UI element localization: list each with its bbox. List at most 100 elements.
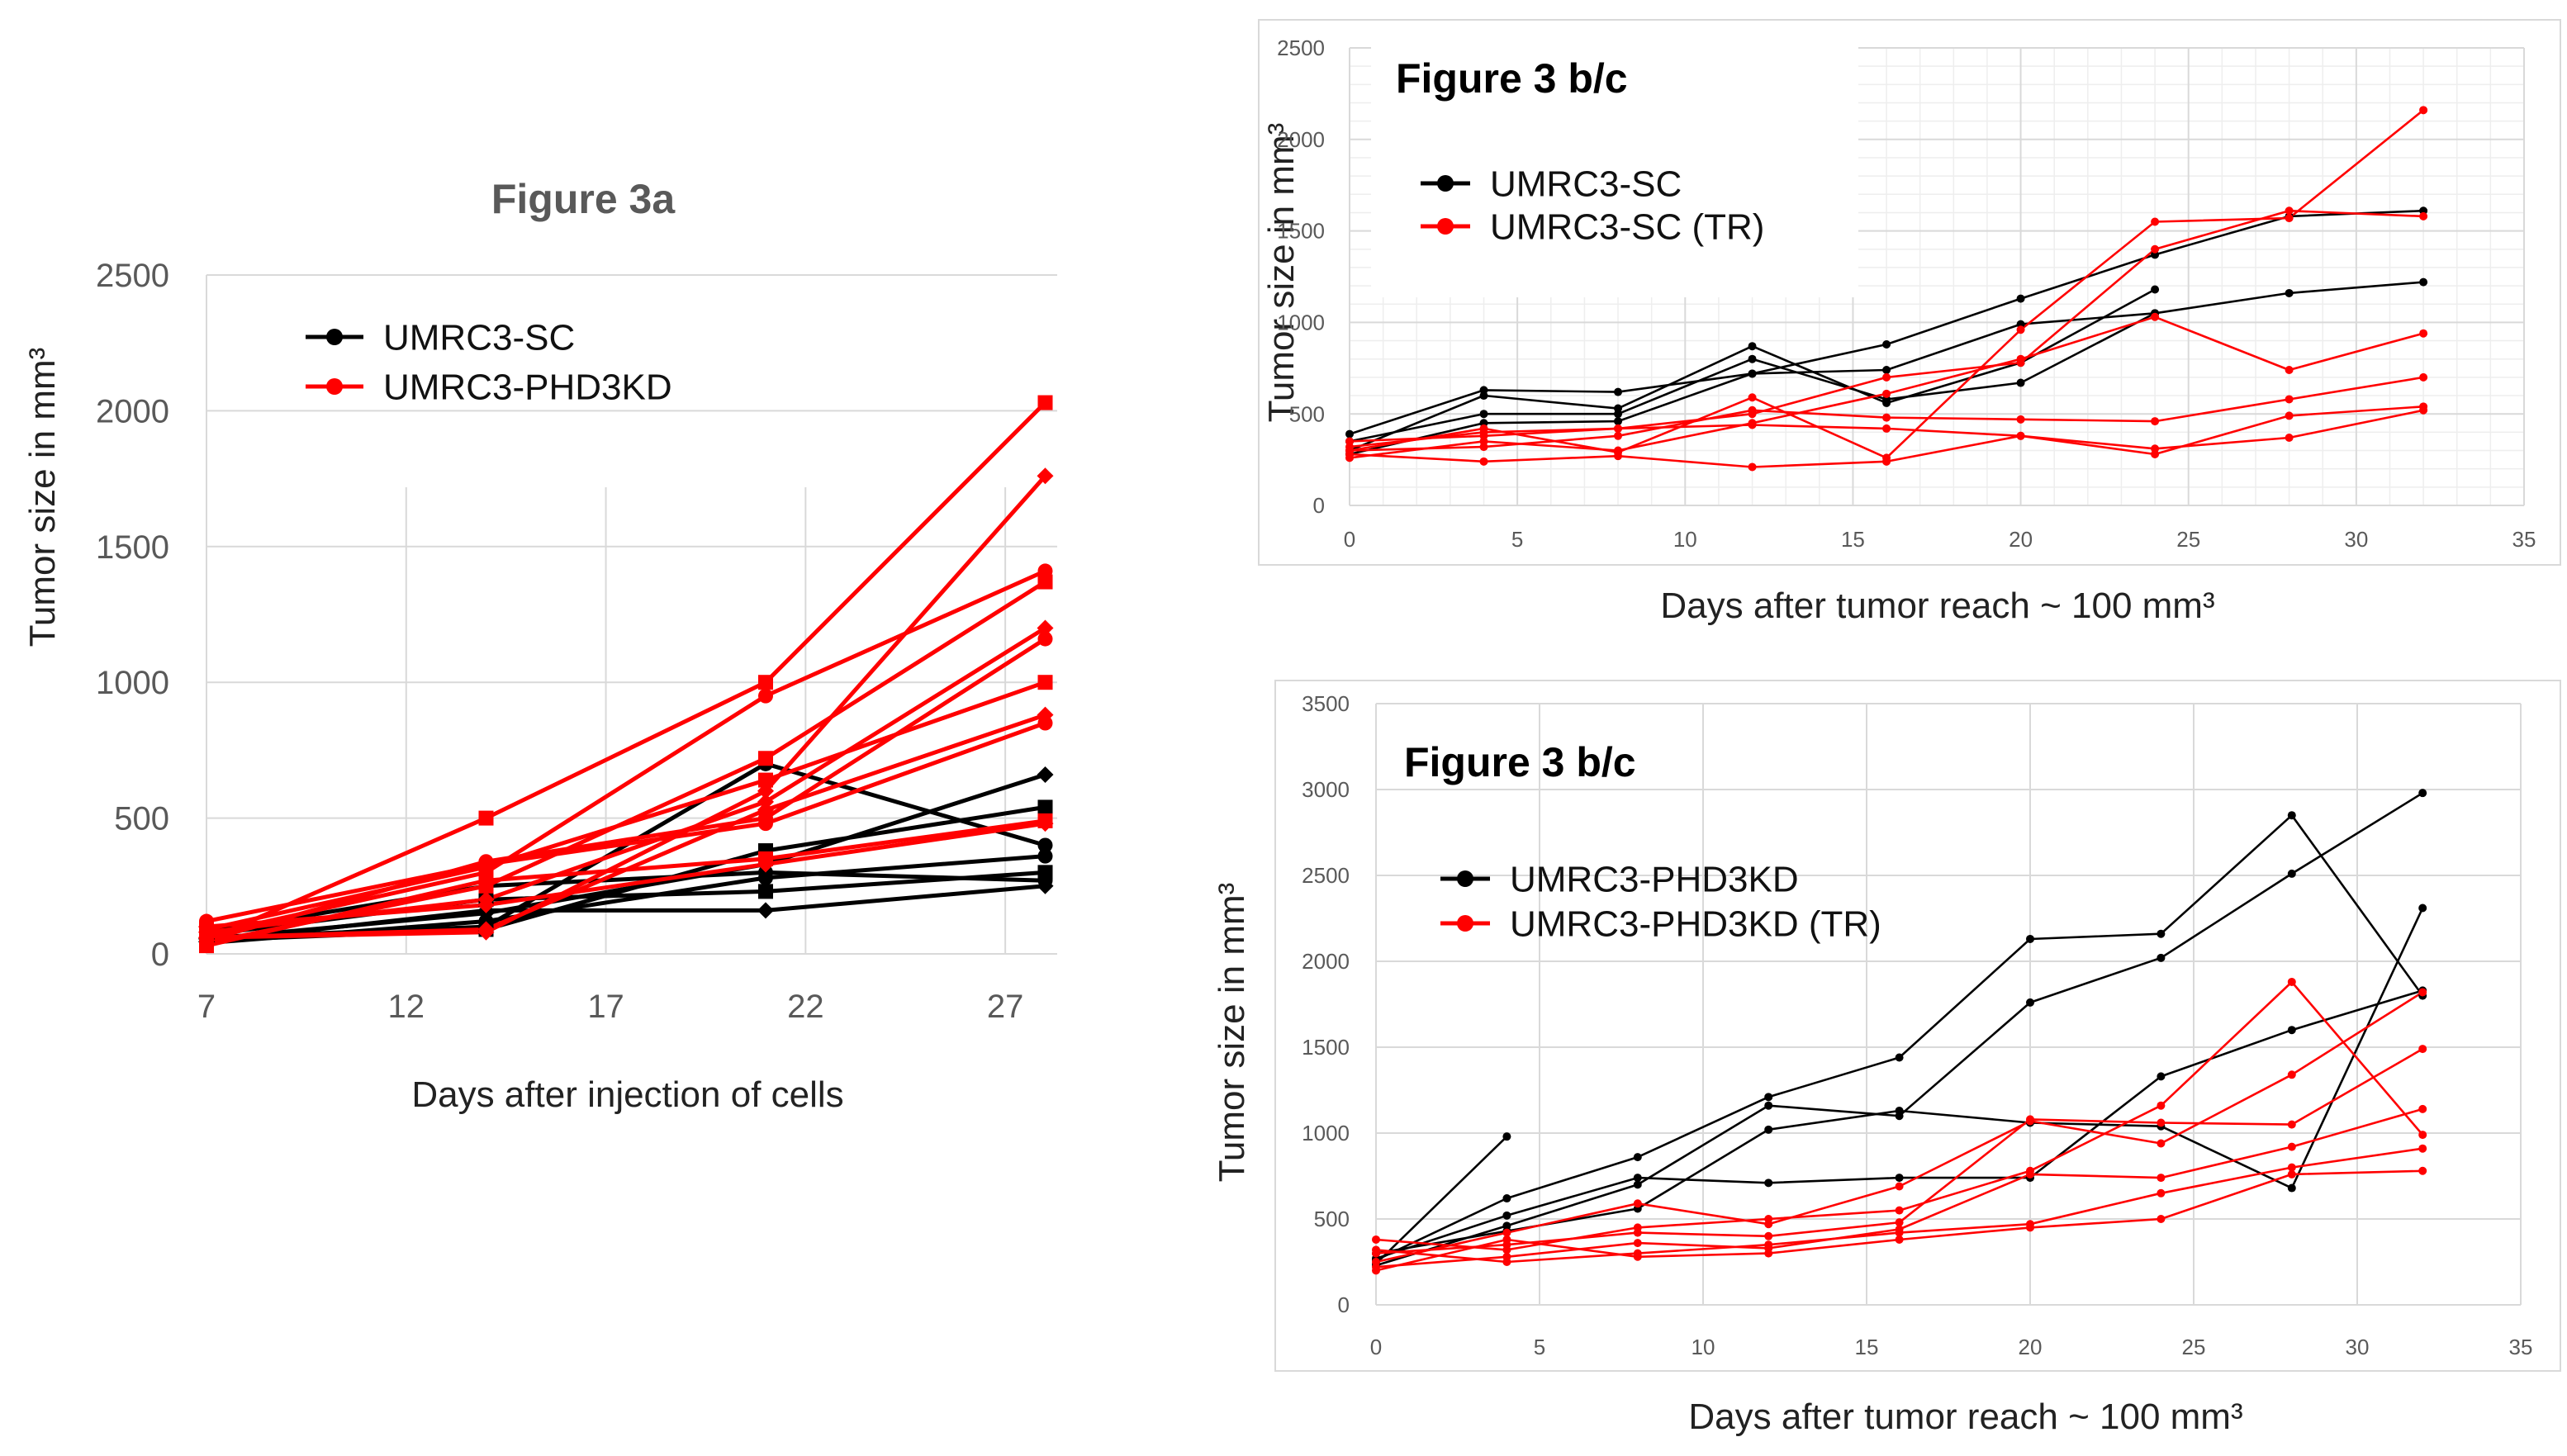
data-point: [1614, 424, 1623, 433]
data-point: [2419, 329, 2428, 338]
x-tick-label: 22: [787, 989, 824, 1025]
data-point: [1895, 1218, 1904, 1227]
y-tick-label: 2000: [96, 393, 169, 429]
data-point: [2419, 372, 2428, 382]
data-point: [2287, 1120, 2296, 1129]
data-point: [2157, 1139, 2166, 1148]
data-point: [2285, 206, 2294, 216]
data-point: [757, 902, 774, 919]
data-point: [2419, 211, 2428, 221]
y-tick-label: 3000: [1302, 777, 1350, 802]
data-point: [478, 856, 494, 872]
data-point: [2016, 378, 2025, 387]
data-point: [477, 896, 495, 913]
figure-3b-tick-labels: 0 500 1000 1500 2000 2500 0 5 10 15 20 25 30 35: [1277, 36, 2536, 552]
data-point: [1037, 467, 1054, 485]
x-tick-label: 12: [388, 989, 425, 1025]
data-point: [1502, 1258, 1511, 1266]
data-point: [2287, 1183, 2296, 1193]
data-point: [2287, 1026, 2296, 1035]
data-point: [1764, 1125, 1773, 1134]
legend-marker: [1437, 175, 1454, 192]
data-point: [2285, 411, 2294, 420]
data-point: [1037, 631, 1053, 647]
y-tick-label: 500: [114, 801, 169, 837]
y-tick-label: 1000: [1277, 311, 1325, 335]
data-point: [2157, 1101, 2166, 1110]
data-point: [1633, 1252, 1642, 1261]
data-point: [198, 918, 215, 936]
data-point: [2418, 1104, 2427, 1113]
x-tick-label: 15: [1855, 1335, 1879, 1359]
x-tick-label: 30: [2346, 1335, 2370, 1359]
data-point: [1748, 405, 1757, 415]
data-point: [1882, 366, 1891, 375]
x-tick-label: 20: [2009, 527, 2033, 552]
figure-3a-chart: Figure 3a Days after injection of cells …: [22, 176, 1057, 1115]
data-point: [2157, 1174, 2166, 1183]
figure-3c-data-points: [1372, 789, 2427, 1275]
y-tick-label: 1500: [96, 529, 169, 566]
data-point: [1345, 449, 1354, 458]
data-point: [1372, 1245, 1380, 1254]
data-point: [2285, 434, 2294, 443]
data-point: [1037, 766, 1054, 783]
data-point: [2016, 294, 2025, 303]
y-tick-label: 2000: [1302, 949, 1350, 974]
data-point: [2418, 1166, 2427, 1175]
data-point: [1037, 873, 1053, 889]
data-point: [2287, 1163, 2296, 1172]
data-point: [1764, 1249, 1773, 1258]
series-line-9: [206, 569, 1046, 937]
data-point: [2418, 789, 2427, 798]
figure-3a-y-axis-label: Tumor size in mm³: [22, 348, 63, 647]
data-point: [2157, 1072, 2166, 1081]
data-point: [1037, 799, 1053, 815]
data-point: [757, 751, 773, 766]
data-point: [2285, 395, 2294, 404]
figure-3a-series-lines: [205, 401, 1047, 948]
data-point: [1502, 1132, 1511, 1141]
data-point: [1633, 1199, 1642, 1208]
data-point: [1037, 619, 1054, 637]
data-point: [1502, 1194, 1511, 1203]
x-tick-label: 0: [1344, 527, 1355, 552]
data-point: [1479, 443, 1488, 452]
data-point: [1037, 815, 1054, 832]
x-tick-label: 5: [1534, 1335, 1545, 1359]
legend-marker: [1457, 915, 1473, 932]
data-point: [2418, 1144, 2427, 1153]
figure-3b-chart: Figure 3 b/c Days after tumor reach ~ 10…: [1258, 19, 2561, 626]
legend-label: UMRC3-PHD3KD: [1510, 859, 1799, 899]
y-tick-label: 0: [1313, 493, 1325, 518]
figure-3c-title: Figure 3 b/c: [1404, 739, 1636, 785]
data-point: [2419, 106, 2428, 115]
data-point: [1895, 1053, 1904, 1062]
x-tick-label: 25: [2182, 1335, 2206, 1359]
data-point: [757, 816, 773, 832]
data-point: [1372, 1235, 1380, 1244]
data-point: [2157, 1118, 2166, 1127]
data-point: [1479, 410, 1488, 419]
x-tick-label: 5: [1511, 527, 1523, 552]
data-point: [1764, 1093, 1773, 1102]
data-point: [1895, 1228, 1904, 1237]
data-point: [2157, 953, 2166, 962]
figure-3c-tick-labels: 0 500 1000 1500 2000 2500 3000 3500 0 5 10 15 20 25 30…: [1302, 691, 2532, 1359]
data-point: [1895, 1106, 1904, 1115]
data-point: [1895, 1182, 1904, 1191]
data-point: [1882, 457, 1891, 466]
data-point: [2151, 285, 2160, 294]
data-point: [199, 938, 214, 954]
figure-3a-data-points: [198, 395, 1054, 954]
data-point: [1037, 848, 1053, 864]
figure-3b-data-points: [1345, 106, 2428, 472]
figure-3a-x-axis-label: Days after injection of cells: [411, 1074, 843, 1115]
data-point: [2151, 444, 2160, 453]
y-tick-label: 2500: [96, 258, 169, 294]
data-point: [2287, 1070, 2296, 1079]
x-tick-label: 0: [1370, 1335, 1382, 1359]
data-point: [1764, 1240, 1773, 1250]
